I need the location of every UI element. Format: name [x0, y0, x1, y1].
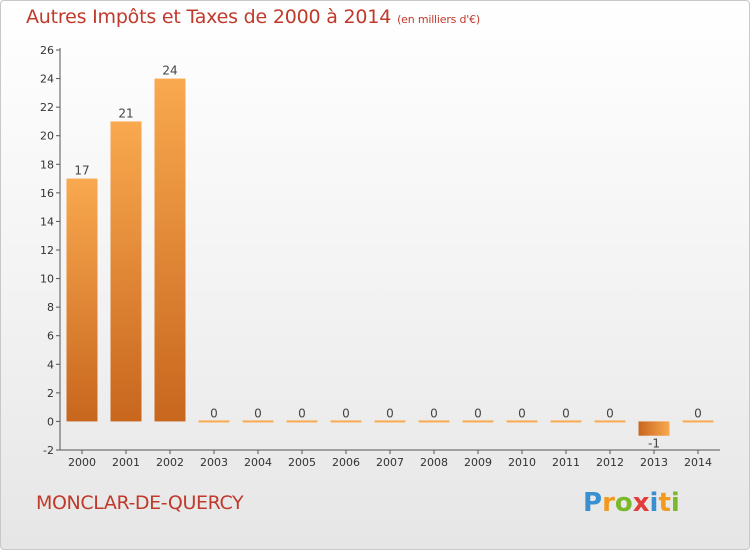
- x-tick-label: 2001: [112, 456, 140, 469]
- data-label: 0: [606, 406, 614, 420]
- y-tick-label: 4: [47, 358, 54, 371]
- x-tick-label: 2006: [332, 456, 360, 469]
- data-label: 0: [518, 406, 526, 420]
- y-tick-label: 20: [40, 130, 54, 143]
- x-tick-label: 2005: [288, 456, 316, 469]
- bar: [110, 121, 142, 422]
- x-tick-label: 2011: [552, 456, 580, 469]
- logo-letter: r: [602, 488, 615, 518]
- y-tick-label: 6: [47, 330, 54, 343]
- y-tick-label: 16: [40, 187, 54, 200]
- data-label: -1: [648, 437, 660, 451]
- data-label: 0: [386, 406, 394, 420]
- bar: [330, 420, 362, 423]
- chart-title: Autres Impôts et Taxes de 2000 à 2014 (en…: [26, 6, 480, 28]
- bar: [66, 178, 98, 422]
- y-tick-label: 24: [40, 73, 54, 86]
- chart-title-text: Autres Impôts et Taxes de 2000 à 2014: [26, 6, 392, 28]
- data-label: 0: [210, 406, 218, 420]
- x-tick-label: 2014: [684, 456, 712, 469]
- logo-letter: o: [614, 488, 633, 518]
- data-label: 17: [74, 164, 89, 178]
- logo-letter: x: [632, 488, 650, 518]
- data-label: 0: [694, 406, 702, 420]
- bar: [418, 420, 450, 423]
- data-label: 24: [162, 64, 177, 78]
- y-tick-label: 8: [47, 301, 54, 314]
- bar: [638, 421, 670, 436]
- y-tick-label: 18: [40, 158, 54, 171]
- x-tick-label: 2010: [508, 456, 536, 469]
- logo-letter: i: [649, 488, 659, 518]
- data-label: 0: [254, 406, 262, 420]
- chart-unit: (en milliers d'€): [397, 13, 480, 26]
- data-label: 0: [430, 406, 438, 420]
- bar: [242, 420, 274, 423]
- bar: [506, 420, 538, 423]
- logo-letter: P: [583, 488, 603, 518]
- town-name: MONCLAR-DE-QUERCY: [36, 492, 244, 514]
- data-label: 0: [562, 406, 570, 420]
- data-label: 0: [342, 406, 350, 420]
- y-tick-label: 22: [40, 101, 54, 114]
- logo-letter: i: [670, 488, 680, 518]
- y-tick-label: 10: [40, 273, 54, 286]
- y-tick-label: 2: [47, 387, 54, 400]
- x-tick-label: 2002: [156, 456, 184, 469]
- y-tick-label: 0: [47, 415, 54, 428]
- x-tick-label: 2008: [420, 456, 448, 469]
- x-tick-label: 2012: [596, 456, 624, 469]
- bar: [374, 420, 406, 423]
- y-tick-label: 26: [40, 44, 54, 57]
- data-label: 0: [474, 406, 482, 420]
- bar: [594, 420, 626, 423]
- x-tick-label: 2000: [68, 456, 96, 469]
- bar: [550, 420, 582, 423]
- proxiti-logo: Proxiti: [583, 488, 680, 518]
- data-label: 0: [298, 406, 306, 420]
- logo-letter: t: [658, 488, 671, 518]
- x-tick-label: 2009: [464, 456, 492, 469]
- bar: [198, 420, 230, 423]
- data-label: 21: [118, 106, 133, 120]
- x-tick-label: 2013: [640, 456, 668, 469]
- x-tick-label: 2004: [244, 456, 272, 469]
- bar: [682, 420, 714, 423]
- bar: [286, 420, 318, 423]
- bar: [154, 78, 186, 422]
- y-tick-label: 12: [40, 244, 54, 257]
- x-tick-label: 2003: [200, 456, 228, 469]
- y-tick-label: -2: [43, 444, 54, 457]
- bar: [462, 420, 494, 423]
- x-tick-label: 2007: [376, 456, 404, 469]
- y-tick-label: 14: [40, 215, 54, 228]
